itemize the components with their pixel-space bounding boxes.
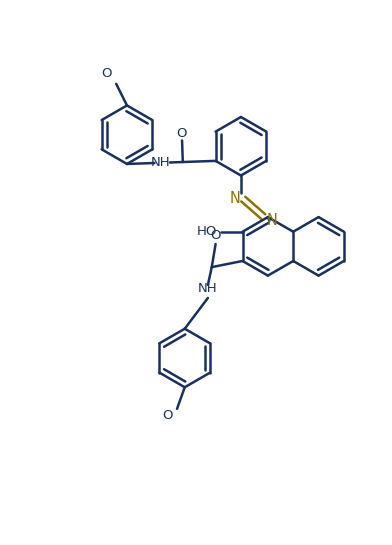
Text: O: O	[211, 229, 221, 242]
Text: O: O	[102, 67, 112, 80]
Text: HO: HO	[197, 225, 217, 238]
Text: O: O	[176, 127, 187, 140]
Text: N: N	[266, 213, 277, 228]
Text: NH: NH	[198, 282, 218, 295]
Text: NH: NH	[151, 156, 171, 169]
Text: O: O	[163, 409, 173, 422]
Text: N: N	[229, 191, 240, 206]
